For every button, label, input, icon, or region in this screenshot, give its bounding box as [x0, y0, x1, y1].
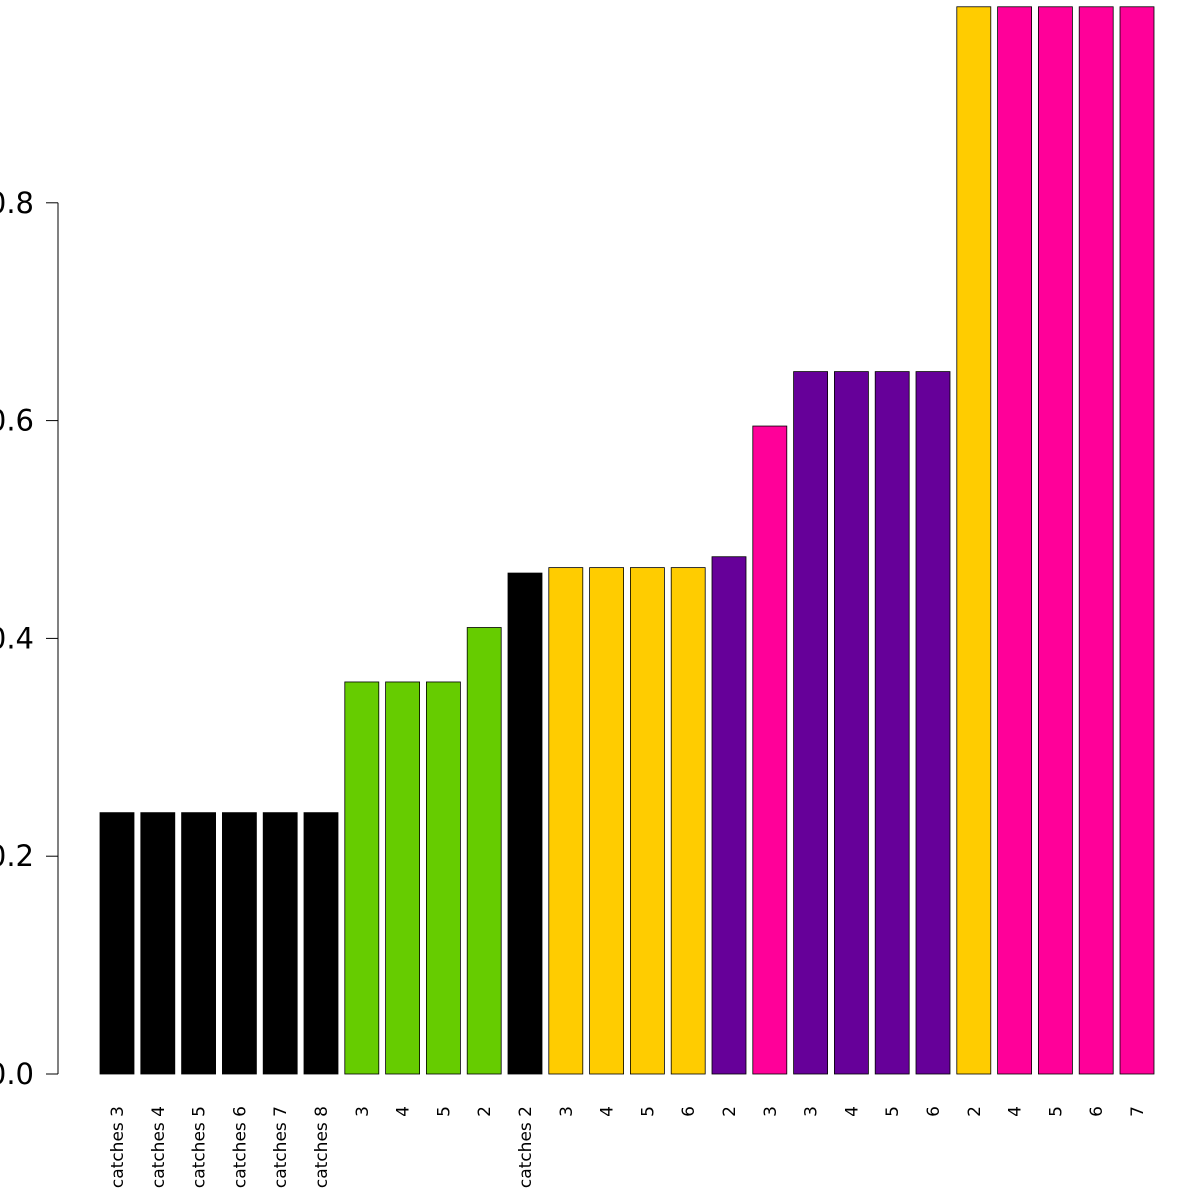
x-tick-label: 4	[1006, 1106, 1026, 1117]
x-tick-label: catches 6	[230, 1106, 250, 1188]
x-tick-label: 6	[1087, 1106, 1107, 1117]
bar	[221, 812, 257, 1075]
bar	[670, 567, 706, 1075]
bar	[385, 681, 421, 1075]
x-tick-label: 5	[883, 1106, 903, 1117]
x-tick-label: catches 7	[271, 1106, 291, 1188]
bar	[1038, 6, 1073, 1075]
bars	[99, 6, 1155, 1075]
x-tick-label: 3	[353, 1106, 373, 1117]
x-tick-label: 3	[557, 1106, 577, 1117]
x-axis-labels: catches 3 catches 4 catches 5 catches 6 catc…	[108, 1106, 1148, 1188]
bar	[874, 371, 910, 1075]
bar	[834, 371, 869, 1075]
x-tick-label: 3	[761, 1106, 781, 1117]
bar	[997, 6, 1032, 1075]
y-tick-label: 0.6	[0, 404, 34, 438]
y-axis: 0.0 0.2 0.4 0.6 0.8	[0, 186, 59, 1091]
x-tick-label: catches 5	[190, 1106, 210, 1188]
bar	[630, 567, 665, 1075]
bar	[956, 6, 992, 1075]
x-tick-label: 7	[1128, 1106, 1148, 1117]
x-tick-label: catches 2	[516, 1106, 536, 1188]
bar	[1078, 6, 1114, 1075]
y-tick-label: 0.0	[0, 1057, 34, 1091]
bar	[1119, 6, 1155, 1075]
y-tick-label: 0.2	[0, 839, 34, 873]
x-tick-label: 3	[802, 1106, 822, 1117]
x-tick-label: 4	[394, 1106, 414, 1117]
bar	[915, 371, 951, 1075]
bar	[181, 812, 217, 1075]
bar	[140, 812, 176, 1075]
bar	[344, 681, 380, 1075]
bar	[99, 812, 135, 1075]
x-tick-label: 6	[924, 1106, 944, 1117]
x-tick-label: 4	[842, 1106, 862, 1117]
bar	[711, 556, 747, 1075]
x-tick-label: 2	[720, 1106, 740, 1117]
bar	[793, 371, 828, 1075]
x-tick-label: 5	[638, 1106, 658, 1117]
x-tick-label: 2	[475, 1106, 495, 1117]
x-tick-label: 2	[965, 1106, 985, 1117]
bar	[466, 627, 502, 1075]
x-tick-label: 5	[434, 1106, 454, 1117]
bar	[752, 425, 788, 1075]
y-tick-label: 0.8	[0, 186, 34, 220]
bar	[507, 572, 543, 1075]
x-tick-label: catches 4	[149, 1106, 169, 1188]
bar	[589, 567, 624, 1075]
y-tick-label: 0.4	[0, 621, 34, 655]
x-tick-label: 6	[679, 1106, 699, 1117]
bar	[425, 681, 461, 1075]
bar	[262, 812, 298, 1075]
bar	[548, 567, 584, 1075]
bar	[303, 812, 339, 1075]
x-tick-label: 5	[1046, 1106, 1066, 1117]
x-tick-label: catches 8	[312, 1106, 332, 1188]
x-tick-label: 4	[598, 1106, 618, 1117]
x-tick-label: catches 3	[108, 1106, 128, 1188]
